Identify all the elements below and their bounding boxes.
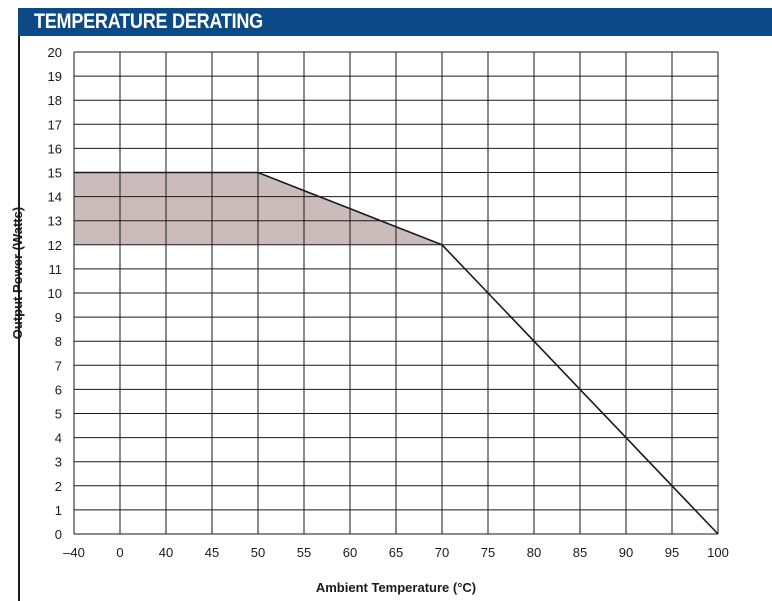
series-line xyxy=(74,171,719,535)
x-tick-label: 40 xyxy=(159,545,173,560)
y-axis-label: Output Power (Watts) xyxy=(10,207,25,339)
y-tick-label: 14 xyxy=(48,190,62,205)
y-tick-label: 1 xyxy=(55,503,62,518)
title-bar: TEMPERATURE DERATING xyxy=(18,8,772,36)
x-tick-label: 90 xyxy=(619,545,633,560)
y-tick-label: 12 xyxy=(48,238,62,253)
y-tick-label: 9 xyxy=(55,310,62,325)
y-tick-label: 11 xyxy=(49,262,63,277)
grid-layer xyxy=(73,51,719,535)
series-line-layer xyxy=(74,171,719,535)
y-tick-label: 6 xyxy=(55,382,62,397)
y-tick-label: 10 xyxy=(48,286,62,301)
chart-title: TEMPERATURE DERATING xyxy=(34,10,263,33)
y-tick-label: 8 xyxy=(55,334,62,349)
x-tick-label: 55 xyxy=(297,545,311,560)
x-tick-label: 100 xyxy=(707,545,729,560)
y-tick-label: 4 xyxy=(55,431,62,446)
x-axis-label: Ambient Temperature (°C) xyxy=(316,580,476,595)
y-tick-label: 17 xyxy=(48,117,62,132)
x-tick-label: 50 xyxy=(251,545,265,560)
x-tick-label: 70 xyxy=(435,545,449,560)
y-tick-label: 16 xyxy=(48,141,62,156)
panel-left-border xyxy=(18,36,20,601)
x-tick-labels: –40 0 40 45 50 55 60 65 70 75 80 85 90 95 100 xyxy=(63,545,729,560)
y-tick-label: 18 xyxy=(48,93,62,108)
x-tick-label: 65 xyxy=(389,545,403,560)
y-tick-label: 5 xyxy=(55,407,62,422)
x-tick-label: –40 xyxy=(63,545,85,560)
x-tick-label: 75 xyxy=(481,545,495,560)
x-tick-label: 45 xyxy=(205,545,219,560)
chart-panel: TEMPERATURE DERATING xyxy=(18,8,772,601)
y-tick-label: 15 xyxy=(48,166,62,181)
y-tick-label: 2 xyxy=(55,479,62,494)
y-tick-label: 7 xyxy=(55,358,62,373)
y-tick-label: 3 xyxy=(55,455,62,470)
y-tick-label: 0 xyxy=(55,527,62,542)
x-tick-label: 60 xyxy=(343,545,357,560)
y-tick-label: 20 xyxy=(48,45,62,60)
x-tick-label: 95 xyxy=(665,545,679,560)
x-tick-label: 85 xyxy=(573,545,587,560)
x-tick-label: 0 xyxy=(116,545,123,560)
y-tick-label: 19 xyxy=(48,69,62,84)
y-tick-label: 13 xyxy=(48,214,62,229)
x-tick-label: 80 xyxy=(527,545,541,560)
